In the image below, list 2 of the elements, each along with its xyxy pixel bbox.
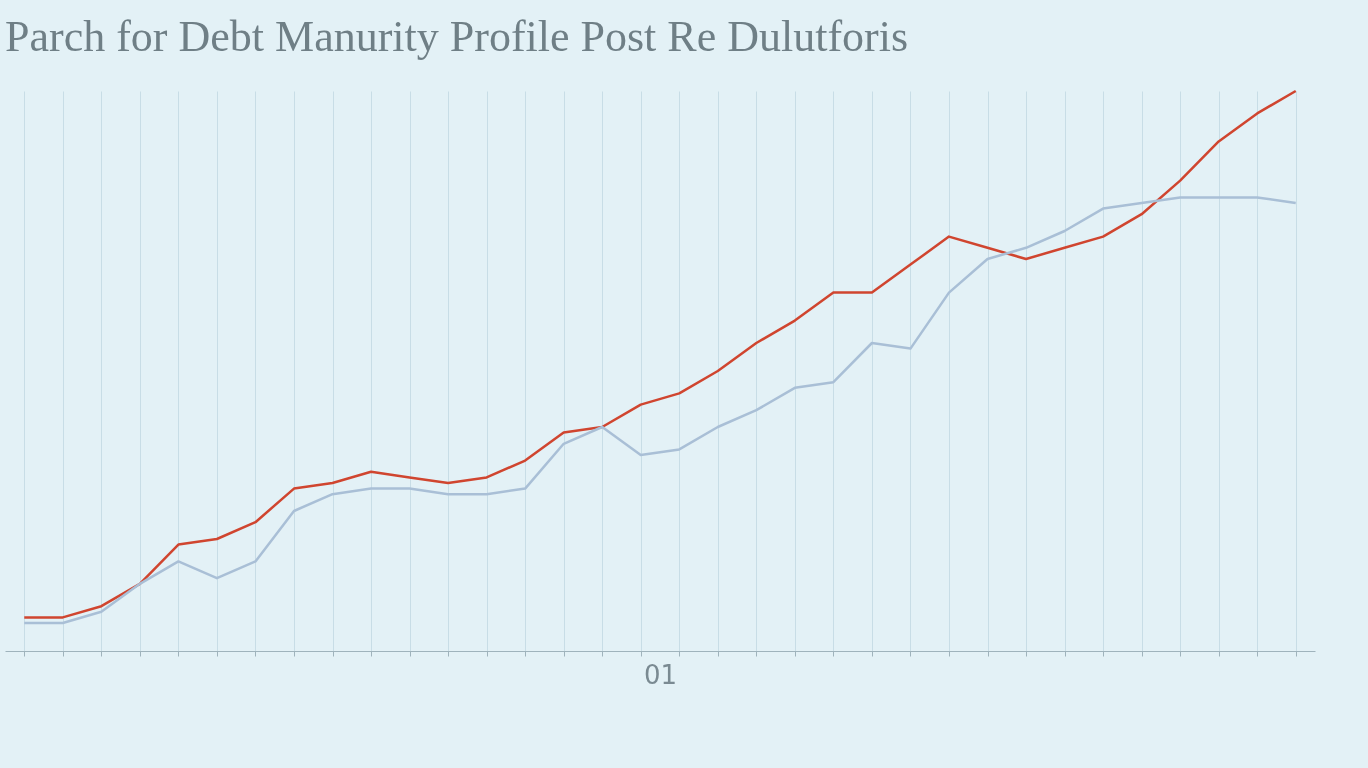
chart-title: Parch for Debt Manurity Profile Post Re Dulutforis bbox=[5, 11, 909, 61]
x-axis-title: 01 bbox=[643, 659, 678, 690]
